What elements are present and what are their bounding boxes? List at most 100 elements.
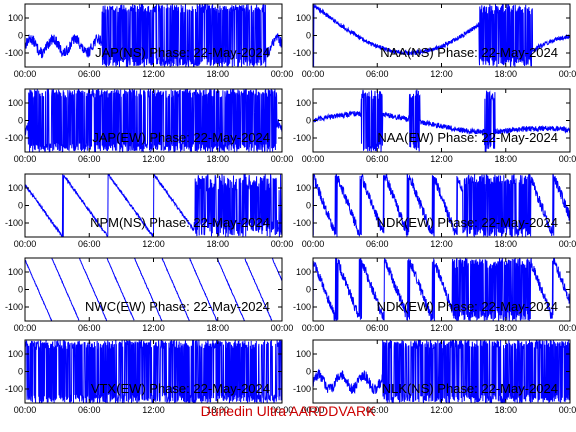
y-tick-label: -100 — [293, 133, 311, 143]
panel-title: NLK(NS) Phase: 22-May-2024 — [382, 381, 558, 396]
phase-panel-2: 1000-10000:0006:0012:0018:0000:00NAA(NS)… — [293, 3, 576, 79]
y-tick-label: 100 — [8, 183, 23, 193]
x-tick-label: 00:00 — [14, 154, 37, 164]
x-tick-label: 00:00 — [14, 239, 37, 249]
x-tick-label: 00:00 — [14, 405, 37, 415]
x-tick-label: 00:00 — [271, 239, 294, 249]
phase-panel-6: 1000-10000:0006:0012:0018:0000:00NDK(EW)… — [293, 173, 576, 249]
y-tick-label: -100 — [5, 218, 23, 228]
y-tick-label: 100 — [8, 98, 23, 108]
y-tick-label: -100 — [293, 384, 311, 394]
y-tick-label: 0 — [18, 201, 23, 211]
x-tick-label: 00:00 — [271, 154, 294, 164]
y-tick-label: 100 — [296, 98, 311, 108]
phase-panel-8: 1000-10000:0006:0012:0018:0000:00NDK(EW)… — [293, 257, 576, 333]
x-tick-label: 18:00 — [494, 323, 517, 333]
x-tick-label: 18:00 — [494, 154, 517, 164]
x-tick-label: 00:00 — [271, 405, 294, 415]
phase-trace — [25, 258, 282, 321]
x-tick-label: 12:00 — [142, 323, 165, 333]
x-tick-label: 00:00 — [14, 69, 37, 79]
x-tick-label: 00:00 — [559, 154, 576, 164]
x-tick-label: 18:00 — [494, 239, 517, 249]
y-tick-label: -100 — [5, 302, 23, 312]
x-tick-label: 12:00 — [142, 405, 165, 415]
y-tick-label: 100 — [296, 267, 311, 277]
panel-title: NPM(NS) Phase: 22-May-2024 — [90, 215, 270, 230]
x-tick-label: 12:00 — [430, 154, 453, 164]
phase-panel-4: 1000-10000:0006:0012:0018:0000:00NAA(EW)… — [293, 88, 576, 164]
x-tick-label: 12:00 — [430, 323, 453, 333]
y-tick-label: -100 — [293, 302, 311, 312]
phase-trace — [25, 89, 282, 152]
panel-title: JAP(NS) Phase: 22-May-2024 — [95, 45, 270, 60]
x-tick-label: 18:00 — [494, 69, 517, 79]
x-tick-label: 00:00 — [302, 69, 325, 79]
phase-trace — [313, 340, 570, 403]
x-tick-label: 00:00 — [559, 405, 576, 415]
phase-panel-10: 1000-10000:0006:0012:0018:0000:00NLK(NS)… — [293, 339, 576, 415]
y-tick-label: 0 — [18, 116, 23, 126]
y-tick-label: 100 — [8, 267, 23, 277]
x-tick-label: 12:00 — [430, 405, 453, 415]
x-tick-label: 12:00 — [142, 239, 165, 249]
footer-label: Dunedin Ultra AARDDVARK — [200, 403, 376, 419]
x-tick-label: 06:00 — [366, 239, 389, 249]
x-tick-label: 00:00 — [271, 69, 294, 79]
y-tick-label: -100 — [293, 48, 311, 58]
panel-title: VTX(EW) Phase: 22-May-2024 — [91, 381, 270, 396]
y-tick-label: -100 — [5, 133, 23, 143]
x-tick-label: 18:00 — [206, 405, 229, 415]
x-tick-label: 00:00 — [302, 239, 325, 249]
x-tick-label: 12:00 — [142, 69, 165, 79]
x-tick-label: 06:00 — [366, 405, 389, 415]
y-tick-label: 0 — [306, 367, 311, 377]
panel-title: NAA(NS) Phase: 22-May-2024 — [380, 45, 558, 60]
x-tick-label: 12:00 — [430, 239, 453, 249]
x-tick-label: 06:00 — [78, 239, 101, 249]
y-tick-label: 100 — [296, 349, 311, 359]
y-tick-label: -100 — [5, 48, 23, 58]
y-tick-label: -100 — [5, 384, 23, 394]
x-tick-label: 00:00 — [559, 69, 576, 79]
x-tick-label: 18:00 — [494, 405, 517, 415]
x-tick-label: 06:00 — [366, 154, 389, 164]
x-tick-label: 00:00 — [302, 154, 325, 164]
panel-title: NDK(EW) Phase: 22-May-2024 — [377, 215, 558, 230]
panel-title: NWC(EW) Phase: 22-May-2024 — [85, 299, 270, 314]
y-tick-label: 0 — [306, 116, 311, 126]
x-tick-label: 18:00 — [206, 323, 229, 333]
panel-title: NAA(EW) Phase: 22-May-2024 — [377, 130, 558, 145]
x-tick-label: 06:00 — [78, 405, 101, 415]
x-tick-label: 12:00 — [430, 69, 453, 79]
phase-trace — [313, 174, 570, 237]
x-tick-label: 18:00 — [206, 69, 229, 79]
phase-trace — [313, 4, 570, 67]
x-tick-label: 06:00 — [366, 69, 389, 79]
x-tick-label: 00:00 — [302, 405, 325, 415]
y-tick-label: 100 — [8, 349, 23, 359]
x-tick-label: 00:00 — [302, 323, 325, 333]
y-tick-label: 0 — [18, 31, 23, 41]
y-tick-label: 0 — [306, 285, 311, 295]
y-tick-label: 100 — [296, 13, 311, 23]
x-tick-label: 00:00 — [559, 323, 576, 333]
x-tick-label: 06:00 — [78, 323, 101, 333]
phase-trace — [313, 89, 570, 152]
y-tick-label: 100 — [8, 13, 23, 23]
y-tick-label: 0 — [306, 201, 311, 211]
x-tick-label: 06:00 — [366, 323, 389, 333]
panel-title: JAP(EW) Phase: 22-May-2024 — [92, 130, 270, 145]
x-tick-label: 12:00 — [142, 154, 165, 164]
x-tick-label: 18:00 — [206, 239, 229, 249]
y-tick-label: 0 — [18, 367, 23, 377]
y-tick-label: -100 — [293, 218, 311, 228]
y-tick-label: 0 — [18, 285, 23, 295]
